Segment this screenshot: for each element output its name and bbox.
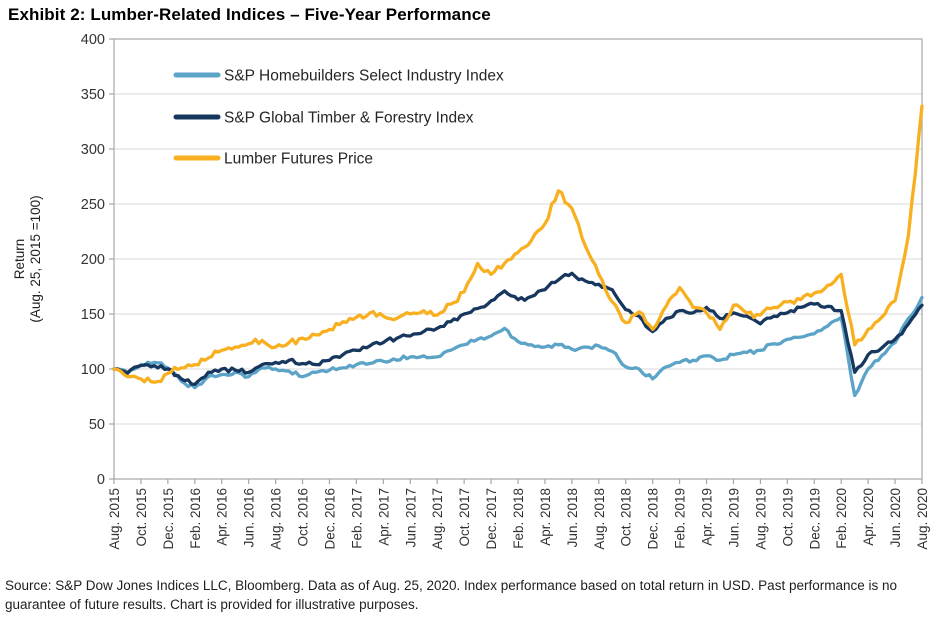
y-tick-label: 250 (81, 197, 105, 213)
series-line-homebuilders (112, 295, 924, 398)
x-tick-label: Aug. 2019 (753, 488, 768, 550)
x-tick-label: Feb. 2018 (511, 488, 526, 549)
y-tick-label: 200 (81, 252, 105, 268)
x-tick-label: Oct. 2016 (296, 488, 311, 547)
x-tick-label: Aug. 2015 (107, 488, 122, 550)
x-tick-label: Oct. 2017 (457, 488, 472, 547)
y-tick-label: 50 (89, 417, 105, 433)
x-tick-label: Feb. 2020 (834, 488, 849, 549)
x-tick-label: Jun. 2018 (565, 488, 580, 547)
x-tick-label: Dec. 2015 (161, 488, 176, 550)
x-tick-label: Dec. 2019 (807, 488, 822, 550)
y-axis-title-line1: Return (12, 239, 27, 280)
x-tick-label: Apr. 2016 (215, 488, 230, 546)
x-tick-label: Oct. 2018 (619, 488, 634, 547)
source-note: Source: S&P Dow Jones Indices LLC, Bloom… (5, 578, 897, 613)
x-tick-label: Feb. 2019 (673, 488, 688, 549)
x-tick-label: Jun. 2016 (242, 488, 257, 547)
y-tick-label: 350 (81, 87, 105, 103)
chart-title: Exhibit 2: Lumber-Related Indices – Five… (8, 5, 491, 24)
y-tick-label: 0 (97, 472, 105, 488)
x-tick-label: Aug. 2018 (592, 488, 607, 550)
x-tick-label: Apr. 2019 (700, 488, 715, 546)
x-tick-label: Dec. 2017 (484, 488, 499, 550)
x-tick-label: Dec. 2016 (322, 488, 337, 550)
x-tick-label: Feb. 2017 (349, 488, 364, 549)
y-tick-label: 150 (81, 307, 105, 323)
x-tick-label: Aug. 2016 (269, 488, 284, 550)
x-tick-label: Oct. 2015 (134, 488, 149, 547)
performance-chart-svg: 0 50 100 150 200 250 300 350 400 Aug. 2015 Oct. 20… (12, 32, 930, 550)
x-tick-label: Jun. 2017 (403, 488, 418, 547)
y-axis-title-line2: (Aug. 25, 2015 =100) (28, 195, 43, 322)
y-tick-label: 100 (81, 362, 105, 378)
legend-label-lumber: Lumber Futures Price (224, 151, 373, 168)
x-tick-label: Dec. 2018 (646, 488, 661, 550)
x-tick-label: Jun. 2019 (726, 488, 741, 547)
y-tick-label: 300 (81, 142, 105, 158)
x-tick-label: Feb. 2016 (188, 488, 203, 549)
x-tick-label: Oct. 2019 (780, 488, 795, 547)
x-tick-label: Aug. 2020 (915, 488, 930, 550)
performance-chart: 0 50 100 150 200 250 300 350 400 Aug. 2015 Oct. 20… (12, 32, 930, 550)
y-tick-label: 400 (81, 32, 105, 48)
legend-label-timber: S&P Global Timber & Forestry Index (224, 110, 474, 127)
x-tick-label: Apr. 2018 (538, 488, 553, 546)
x-tick-label: Apr. 2020 (861, 488, 876, 546)
x-tick-label: Apr. 2017 (376, 488, 391, 546)
x-tick-label: Jun. 2020 (888, 488, 903, 547)
series-line-timber (112, 271, 924, 387)
x-tick-label: Aug. 2017 (430, 488, 445, 550)
legend-label-homebuilders: S&P Homebuilders Select Industry Index (224, 68, 504, 85)
series-line-lumber (112, 104, 924, 384)
